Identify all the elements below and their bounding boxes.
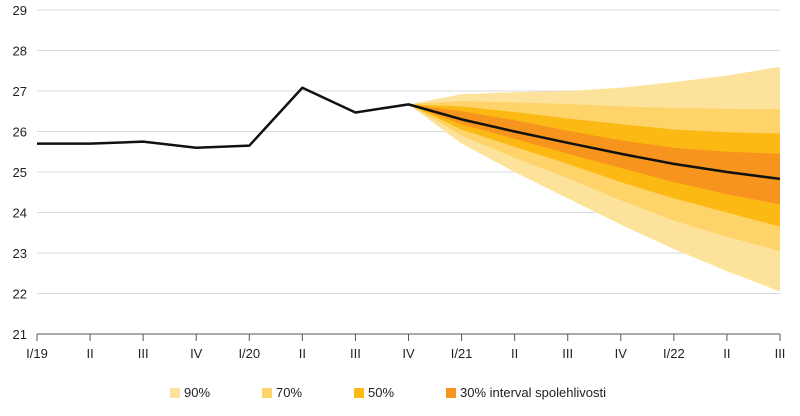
- gridlines: [37, 9, 780, 294]
- x-axis: [36, 333, 781, 341]
- y-tick-label: 21: [13, 327, 27, 342]
- y-tick-label: 24: [13, 206, 27, 221]
- legend-swatch: [262, 388, 272, 398]
- x-tick-label: II: [723, 346, 730, 361]
- legend: 90% 70% 50% 30% interval spolehlivosti: [170, 385, 606, 400]
- legend-label: 30% interval spolehlivosti: [460, 385, 606, 400]
- x-tick-label: II: [86, 346, 93, 361]
- y-tick-label: 26: [13, 125, 27, 140]
- x-tick-label: IV: [190, 346, 203, 361]
- x-tick-label: III: [562, 346, 573, 361]
- x-tick-label: II: [511, 346, 518, 361]
- x-tick-label: I/20: [238, 346, 260, 361]
- x-tick-label: IV: [615, 346, 628, 361]
- y-tick-label: 23: [13, 246, 27, 261]
- y-tick-label: 22: [13, 287, 27, 302]
- x-tick-label: III: [138, 346, 149, 361]
- legend-item: 30% interval spolehlivosti: [446, 385, 606, 400]
- legend-swatch: [170, 388, 180, 398]
- y-tick-label: 29: [13, 3, 27, 18]
- x-axis-tick-labels: I/19 II III IV I/20 II III IV I/21 II III IV I/22 II I…: [26, 346, 785, 361]
- x-tick-label: I/21: [451, 346, 473, 361]
- legend-swatch: [446, 388, 456, 398]
- legend-swatch: [354, 388, 364, 398]
- x-tick-label: I/19: [26, 346, 48, 361]
- legend-item: 90%: [170, 385, 210, 400]
- legend-label: 90%: [184, 385, 210, 400]
- data-line-layer: [37, 86, 781, 181]
- x-tick-label: I/22: [663, 346, 685, 361]
- legend-item: 70%: [262, 385, 302, 400]
- y-axis-tick-labels: 21 22 23 24 25 26 27 28 29: [13, 3, 27, 342]
- x-tick-label: II: [299, 346, 306, 361]
- y-tick-label: 25: [13, 165, 27, 180]
- legend-label: 70%: [276, 385, 302, 400]
- legend-label: 50%: [368, 385, 394, 400]
- x-tick-label: III: [350, 346, 361, 361]
- y-tick-label: 27: [13, 84, 27, 99]
- x-tick-label: III: [775, 346, 786, 361]
- x-tick-label: IV: [402, 346, 415, 361]
- legend-item: 50%: [354, 385, 394, 400]
- data-line: [37, 86, 781, 181]
- confidence-bands: [408, 66, 780, 292]
- y-tick-label: 28: [13, 44, 27, 59]
